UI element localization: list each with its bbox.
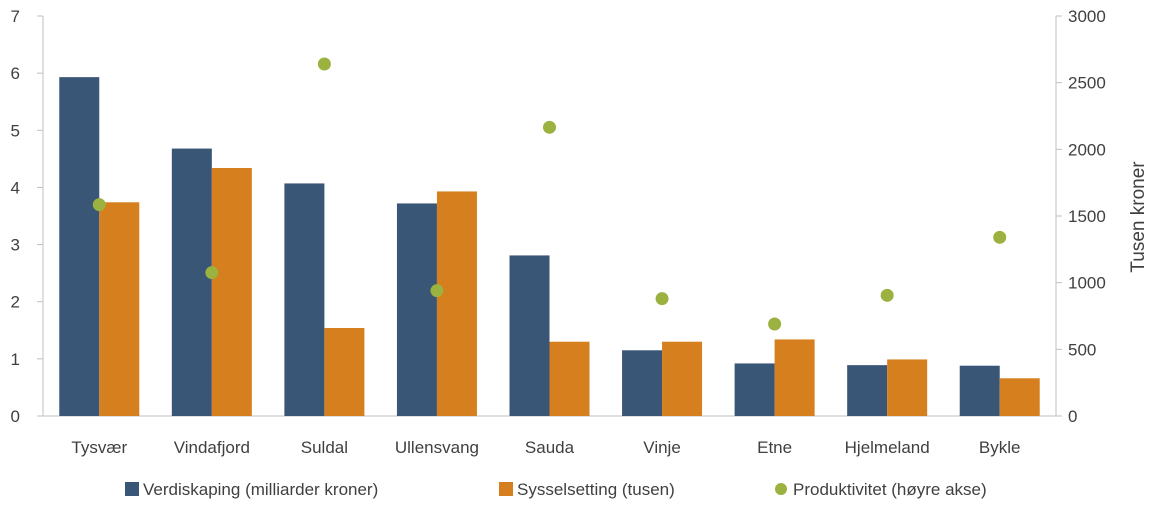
bar-sysselsetting [99,202,140,416]
right-axis-tick-label: 1500 [1068,207,1106,226]
bar-sysselsetting [211,168,252,416]
points-layer [92,57,1007,331]
bar-sysselsetting [999,378,1040,416]
bar-sysselsetting [324,328,365,416]
bar-verdiskaping [509,255,550,416]
left-axis-tick-label: 0 [11,407,20,426]
bar-verdiskaping [284,183,325,416]
bar-sysselsetting [887,359,928,416]
left-axis-tick-label: 3 [11,236,20,255]
bar-verdiskaping [622,350,663,416]
x-axis-tick-label: Vinje [643,438,681,457]
bar-verdiskaping [396,203,437,416]
x-axis-tick-label: Hjelmeland [845,438,930,457]
bar-verdiskaping [59,77,100,417]
bar-verdiskaping [847,365,888,416]
legend-swatch [499,482,513,496]
left-axis-tick-label: 6 [11,64,20,83]
bar-sysselsetting [549,341,590,416]
left-axis-tick-label: 4 [11,178,20,197]
bar-verdiskaping [171,148,212,417]
point-produktivitet [205,266,219,280]
point-produktivitet [655,292,669,306]
point-produktivitet [543,120,556,134]
point-produktivitet [430,284,444,298]
right-axis-tick-label: 1000 [1068,274,1106,293]
legend-label: Verdiskaping (milliarder kroner) [143,480,378,499]
bar-sysselsetting [774,339,815,416]
right-axis-tick-label: 3000 [1068,7,1106,26]
x-axis-tick-label: Suldal [301,438,348,457]
bars-layer [59,77,1040,417]
bar-verdiskaping [734,363,775,416]
point-produktivitet [993,230,1007,244]
right-axis-tick-label: 2500 [1068,74,1106,93]
x-axis-tick-label: Etne [757,438,792,457]
legend-marker [775,483,787,495]
x-axis-tick-label: Ullensvang [395,438,479,457]
left-axis-tick-label: 7 [11,7,20,26]
right-axis-tick-label: 500 [1068,340,1096,359]
right-axis-tick-label: 2000 [1068,140,1106,159]
point-produktivitet [880,288,894,302]
legend-label: Sysselsetting (tusen) [517,480,675,499]
x-axis-tick-label: Sauda [525,438,575,457]
labels-layer: 0 1 2 3 4 5 6 7 0 500 1000 1500 2000 2500 3000 Tysvær Vi… [11,7,1106,457]
bar-sysselsetting [436,191,477,416]
left-axis-tick-label: 5 [11,121,20,140]
x-axis-tick-label: Vindafjord [174,438,250,457]
x-axis-tick-label: Bykle [979,438,1021,457]
legend-swatch [125,482,139,496]
left-axis-tick-label: 1 [11,350,20,369]
bar-sysselsetting [662,341,703,416]
point-produktivitet [768,317,782,331]
right-axis-title: Tusen kroner [1128,161,1149,273]
right-axis-tick-label: 0 [1068,407,1077,426]
point-produktivitet [92,198,106,212]
bar-verdiskaping [959,365,1000,416]
legend-label: Produktivitet (høyre akse) [793,480,987,499]
x-axis-tick-label: Tysvær [71,438,127,457]
legend: Verdiskaping (milliarder kroner) Sysselse… [125,480,987,499]
point-produktivitet [317,57,331,71]
left-axis-tick-label: 2 [11,293,20,312]
